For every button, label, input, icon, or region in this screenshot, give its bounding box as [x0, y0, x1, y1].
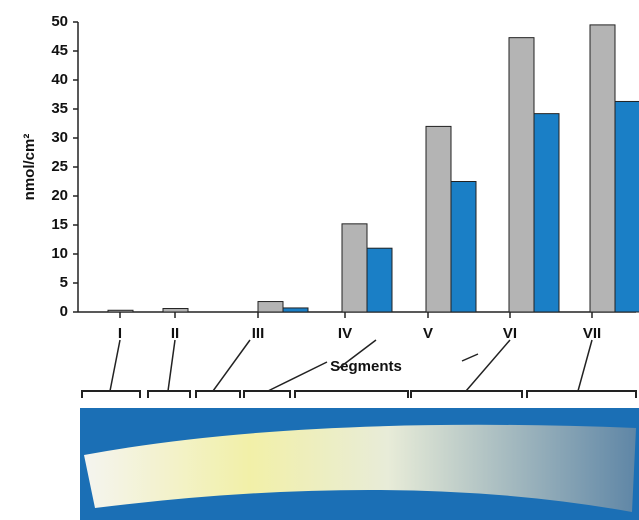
y-tick-label: 25 [51, 158, 68, 175]
y-tick-label: 40 [51, 71, 68, 88]
y-tick-label: 35 [51, 100, 68, 117]
bar [590, 25, 615, 312]
bar [258, 302, 283, 312]
leaf-photo [80, 408, 639, 520]
x-tick-label: V [423, 325, 433, 342]
y-tick-label: 45 [51, 42, 68, 59]
chart: nmol/cm² Segments 05101520253035404550II… [0, 0, 639, 520]
bar [342, 224, 367, 312]
y-axis-label: nmol/cm² [21, 134, 38, 201]
x-tick-label: II [171, 325, 179, 342]
y-tick-label: 0 [60, 303, 68, 320]
x-tick-label: IV [338, 325, 352, 342]
bar [509, 38, 534, 312]
y-tick-label: 10 [51, 245, 68, 262]
bar [163, 309, 188, 312]
bar [283, 308, 308, 312]
x-tick-label: I [118, 325, 122, 342]
y-tick-label: 30 [51, 129, 68, 146]
bar [108, 310, 133, 312]
x-tick-label: III [252, 325, 265, 342]
x-tick-label: VII [583, 325, 601, 342]
bar [426, 126, 451, 312]
bar [615, 101, 639, 312]
bar [367, 248, 392, 312]
x-tick-label: VI [503, 325, 517, 342]
bar [534, 114, 559, 312]
y-tick-label: 50 [51, 13, 68, 30]
y-tick-label: 15 [51, 216, 68, 233]
y-tick-label: 20 [51, 187, 68, 204]
y-tick-label: 5 [60, 274, 68, 291]
bar [451, 182, 476, 313]
